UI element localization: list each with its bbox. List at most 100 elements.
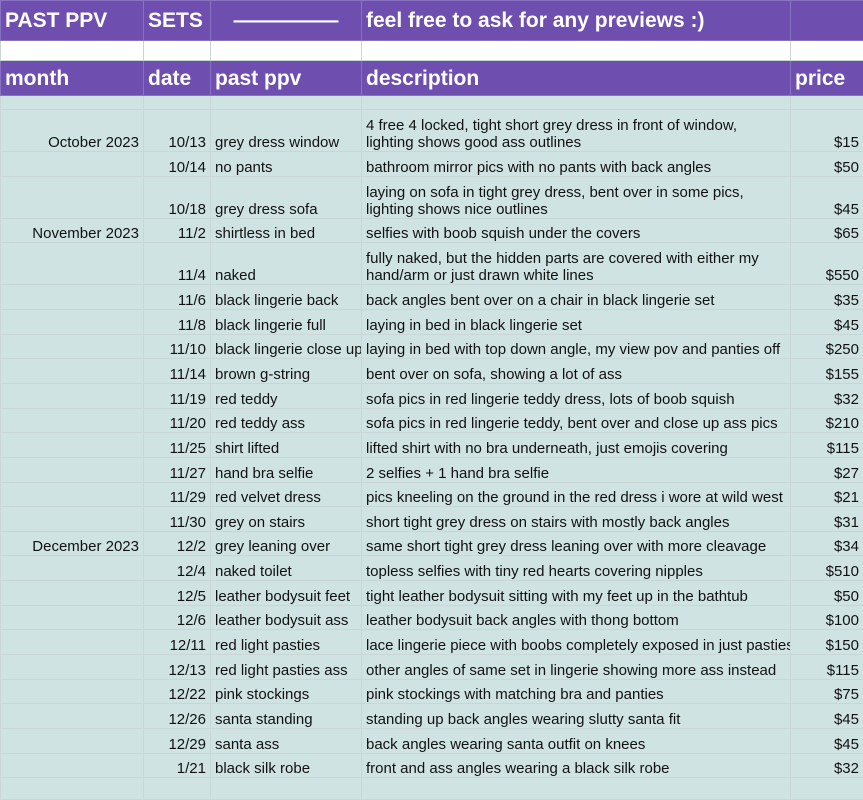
cell-month[interactable] (0, 382, 144, 409)
cell-name[interactable]: red teddy (210, 382, 362, 409)
cell-price[interactable]: $550 (790, 242, 863, 286)
cell-date[interactable]: 11/6 (143, 284, 211, 311)
cell-month[interactable] (0, 407, 144, 434)
cell-description[interactable]: laying on sofa in tight grey dress, bent… (361, 175, 791, 219)
cell-date[interactable]: 11/25 (143, 432, 211, 458)
cell-description[interactable]: selfies with boob squish under the cover… (361, 217, 791, 244)
blank-cell[interactable] (361, 95, 791, 110)
cell-date[interactable]: 12/4 (143, 555, 211, 582)
col-header-description[interactable]: description (361, 59, 791, 97)
cell-description[interactable]: tight leather bodysuit sitting with my f… (361, 580, 791, 606)
cell-name[interactable]: leather bodysuit feet (210, 580, 362, 606)
cell-description[interactable]: standing up back angles wearing slutty s… (361, 703, 791, 729)
cell-month[interactable] (0, 358, 144, 384)
cell-date[interactable]: 11/4 (143, 242, 211, 286)
cell-description[interactable]: pink stockings with matching bra and pan… (361, 678, 791, 705)
cell-month[interactable] (0, 481, 144, 508)
cell-name[interactable]: black lingerie back (210, 284, 362, 311)
cell-price[interactable]: $250 (790, 333, 863, 360)
col-header-date[interactable]: date (143, 59, 211, 97)
cell-price[interactable]: $32 (790, 752, 863, 779)
cell-price[interactable]: $50 (790, 150, 863, 177)
cell-name[interactable]: brown g-string (210, 358, 362, 384)
cell-name[interactable]: red light pasties (210, 629, 362, 656)
cell-description[interactable]: laying in bed in black lingerie set (361, 309, 791, 335)
cell-month[interactable]: December 2023 (0, 530, 144, 557)
cell-name[interactable]: grey on stairs (210, 506, 362, 532)
cell-name[interactable]: black lingerie close up (210, 333, 362, 360)
cell-date[interactable]: 12/13 (143, 654, 211, 680)
cell-price[interactable]: $75 (790, 678, 863, 705)
cell-name[interactable]: naked toilet (210, 555, 362, 582)
cell-name[interactable]: santa standing (210, 703, 362, 729)
cell-name[interactable]: red teddy ass (210, 407, 362, 434)
cell-name[interactable]: red light pasties ass (210, 654, 362, 680)
spacer-cell[interactable] (361, 40, 791, 61)
cell-price[interactable]: $45 (790, 727, 863, 754)
cell-name[interactable]: grey leaning over (210, 530, 362, 557)
cell-date[interactable]: 11/2 (143, 217, 211, 244)
cell-date[interactable]: 10/14 (143, 150, 211, 177)
spacer-cell[interactable] (790, 40, 863, 61)
cell-date[interactable]: 12/6 (143, 604, 211, 631)
blank-cell[interactable] (361, 777, 791, 800)
cell-date[interactable]: 12/11 (143, 629, 211, 656)
cell-description[interactable]: 4 free 4 locked, tight short grey dress … (361, 108, 791, 152)
cell-month[interactable] (0, 703, 144, 729)
cell-name[interactable]: grey dress window (210, 108, 362, 152)
cell-month[interactable] (0, 678, 144, 705)
cell-description[interactable]: laying in bed with top down angle, my vi… (361, 333, 791, 360)
cell-price[interactable]: $155 (790, 358, 863, 384)
cell-month[interactable] (0, 242, 144, 286)
cell-name[interactable]: no pants (210, 150, 362, 177)
cell-date[interactable]: 12/22 (143, 678, 211, 705)
cell-price[interactable]: $27 (790, 456, 863, 483)
cell-name[interactable]: shirt lifted (210, 432, 362, 458)
cell-month[interactable] (0, 654, 144, 680)
blank-cell[interactable] (790, 95, 863, 110)
blank-cell[interactable] (210, 95, 362, 110)
cell-month[interactable] (0, 456, 144, 483)
cell-description[interactable]: leather bodysuit back angles with thong … (361, 604, 791, 631)
cell-name[interactable]: grey dress sofa (210, 175, 362, 219)
cell-month[interactable]: November 2023 (0, 217, 144, 244)
cell-date[interactable]: 12/29 (143, 727, 211, 754)
cell-date[interactable]: 11/19 (143, 382, 211, 409)
cell-description[interactable]: bent over on sofa, showing a lot of ass (361, 358, 791, 384)
spacer-cell[interactable] (143, 40, 211, 61)
cell-description[interactable]: short tight grey dress on stairs with mo… (361, 506, 791, 532)
cell-price[interactable]: $45 (790, 309, 863, 335)
cell-month[interactable] (0, 150, 144, 177)
cell-month[interactable] (0, 727, 144, 754)
cell-month[interactable] (0, 432, 144, 458)
cell-price[interactable]: $21 (790, 481, 863, 508)
cell-date[interactable]: 12/5 (143, 580, 211, 606)
cell-description[interactable]: back angles wearing santa outfit on knee… (361, 727, 791, 754)
blank-cell[interactable] (0, 777, 144, 800)
cell-price[interactable]: $65 (790, 217, 863, 244)
cell-price[interactable]: $50 (790, 580, 863, 606)
cell-price[interactable]: $210 (790, 407, 863, 434)
cell-month[interactable] (0, 333, 144, 360)
cell-price[interactable]: $45 (790, 175, 863, 219)
title-dashes-cell[interactable]: ————— (210, 0, 362, 42)
cell-description[interactable]: lifted shirt with no bra underneath, jus… (361, 432, 791, 458)
cell-name[interactable]: shirtless in bed (210, 217, 362, 244)
cell-month[interactable] (0, 555, 144, 582)
cell-description[interactable]: pics kneeling on the ground in the red d… (361, 481, 791, 508)
cell-price[interactable]: $45 (790, 703, 863, 729)
cell-date[interactable]: 11/20 (143, 407, 211, 434)
cell-date[interactable]: 12/26 (143, 703, 211, 729)
cell-name[interactable]: black silk robe (210, 752, 362, 779)
blank-cell[interactable] (790, 777, 863, 800)
cell-month[interactable] (0, 175, 144, 219)
blank-cell[interactable] (0, 95, 144, 110)
cell-description[interactable]: front and ass angles wearing a black sil… (361, 752, 791, 779)
cell-month[interactable] (0, 309, 144, 335)
cell-price[interactable]: $34 (790, 530, 863, 557)
cell-description[interactable]: sofa pics in red lingerie teddy dress, l… (361, 382, 791, 409)
cell-month[interactable] (0, 629, 144, 656)
cell-price[interactable]: $35 (790, 284, 863, 311)
cell-date[interactable]: 11/29 (143, 481, 211, 508)
cell-date[interactable]: 1/21 (143, 752, 211, 779)
